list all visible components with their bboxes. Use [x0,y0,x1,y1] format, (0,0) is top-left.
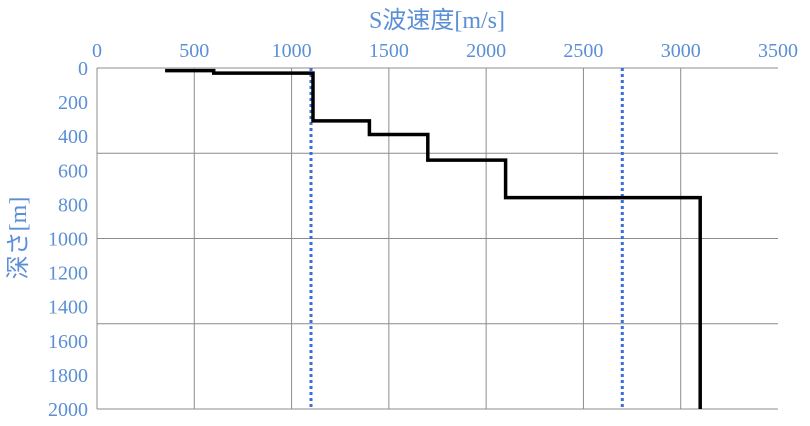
x-tick-label: 500 [179,40,209,62]
y-axis-title: 深さ[m] [5,197,32,280]
series-layer [165,68,702,409]
x-tick-label: 3000 [661,40,701,62]
y-tick-label: 600 [58,160,88,182]
gridlines [96,67,778,410]
x-tick-label: 1000 [272,40,312,62]
y-tick-label: 1200 [48,263,88,285]
x-tick-label: 2500 [563,40,603,62]
y-tick-label: 1600 [48,331,88,353]
y-tick-label: 0 [78,58,88,80]
y-tick-label: 200 [58,92,88,114]
y-tick-label: 400 [58,126,88,148]
y-tick-label: 1400 [48,297,88,319]
y-tick-label: 2000 [48,399,88,421]
y-tick-label: 1800 [48,365,88,387]
velocity-profile-line [165,68,702,409]
x-tick-label: 1500 [369,40,409,62]
x-tick-label: 2000 [466,40,506,62]
y-tick-label: 1000 [48,229,88,251]
x-tick-label: 3500 [758,40,798,62]
x-tick-label: 0 [92,40,102,62]
y-tick-labels: 0 200 400 600 800 1000 1200 1400 1600 1800 2000 [48,58,88,421]
x-axis-title: S波速度[m/s] [369,7,505,34]
y-tick-label: 800 [58,194,88,216]
x-tick-labels: 0 500 1000 1500 2000 2500 3000 3500 [92,40,798,62]
